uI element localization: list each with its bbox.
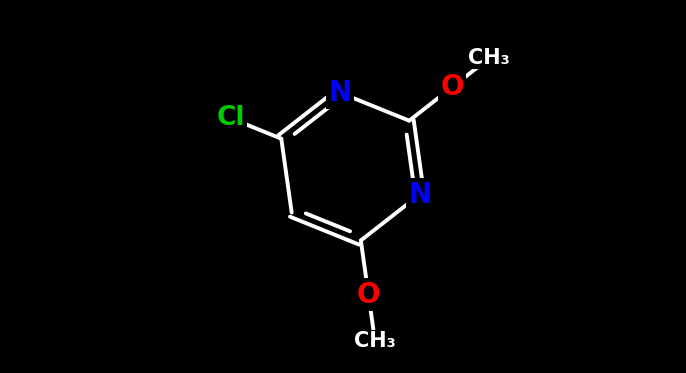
Text: CH₃: CH₃	[354, 331, 396, 351]
Text: Cl: Cl	[216, 105, 245, 131]
Text: N: N	[408, 181, 431, 209]
Text: N: N	[329, 79, 352, 107]
Text: CH₃: CH₃	[468, 48, 510, 68]
Text: O: O	[357, 280, 380, 308]
Text: O: O	[440, 73, 464, 101]
